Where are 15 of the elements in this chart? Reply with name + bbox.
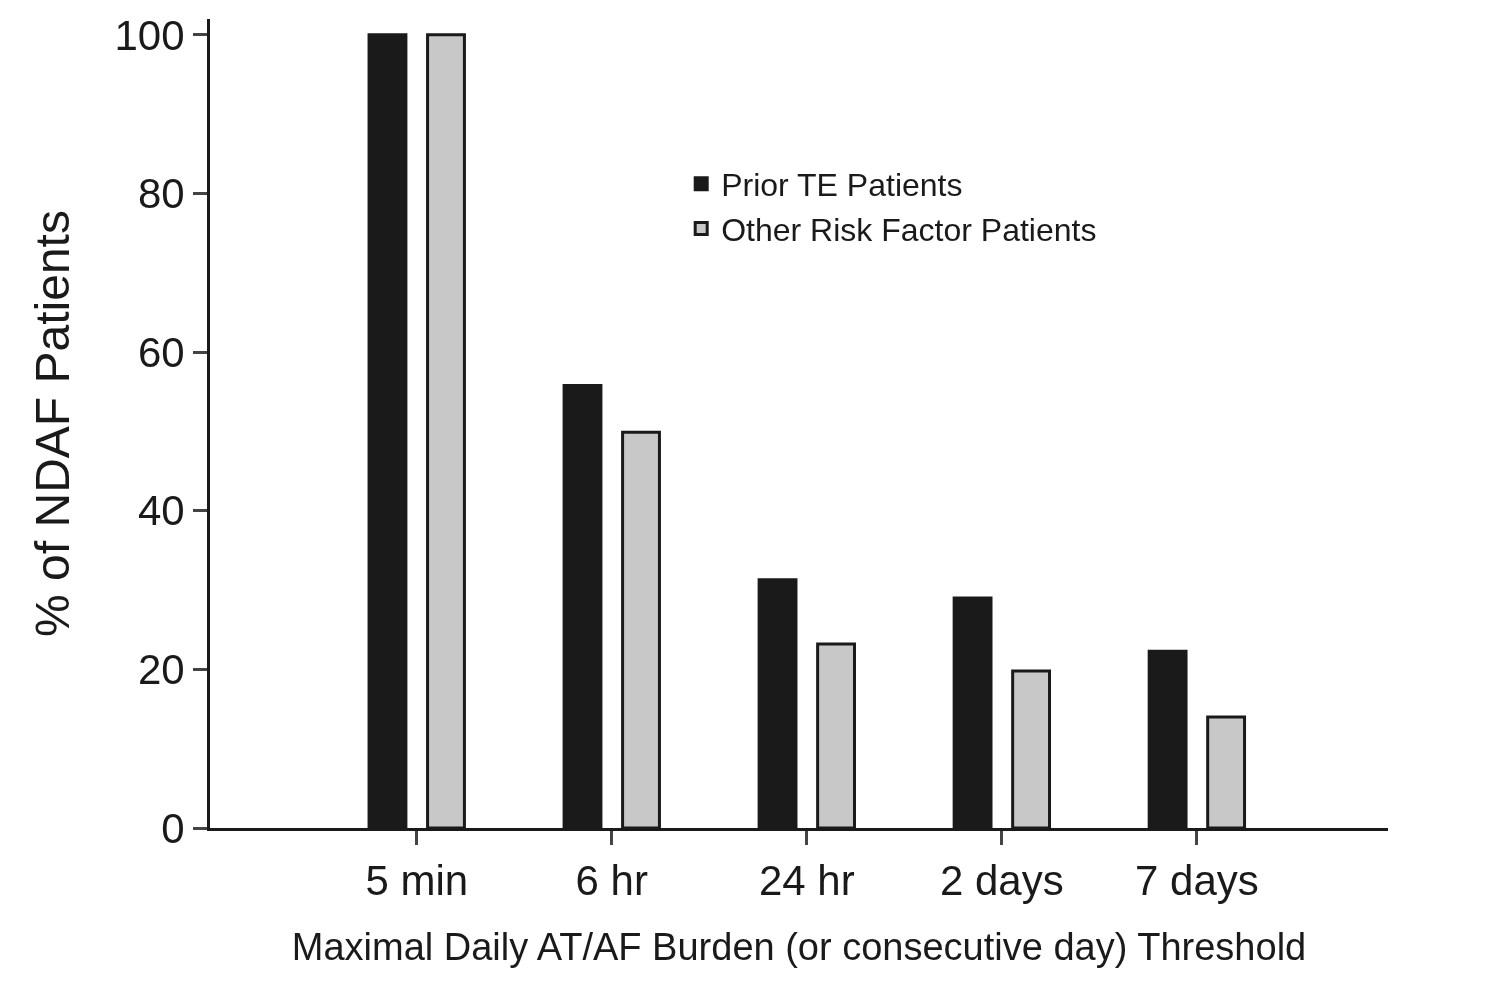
x-tick-label: 6 hr — [575, 857, 648, 905]
y-tick-label: 40 — [137, 487, 185, 535]
y-tick-label: 100 — [114, 11, 185, 59]
legend-label: Other Risk Factor Patients — [721, 211, 1097, 248]
y-tick-label: 0 — [161, 804, 185, 852]
x-tick-label: 24 hr — [758, 857, 855, 905]
y-tick-label: 20 — [137, 646, 185, 694]
x-tick-label: 5 min — [365, 857, 469, 905]
x-tick-label: 2 days — [939, 857, 1064, 905]
y-tick-label: 60 — [137, 328, 185, 376]
x-tick-label: 7 days — [1134, 857, 1259, 905]
y-axis-title: % of NDAF Patients — [26, 210, 80, 637]
x-axis-title: Maximal Daily AT/AF Burden (or consecutive day) Threshold — [291, 925, 1307, 968]
y-tick-label: 80 — [137, 170, 185, 218]
legend-label: Prior TE Patients — [721, 167, 963, 204]
